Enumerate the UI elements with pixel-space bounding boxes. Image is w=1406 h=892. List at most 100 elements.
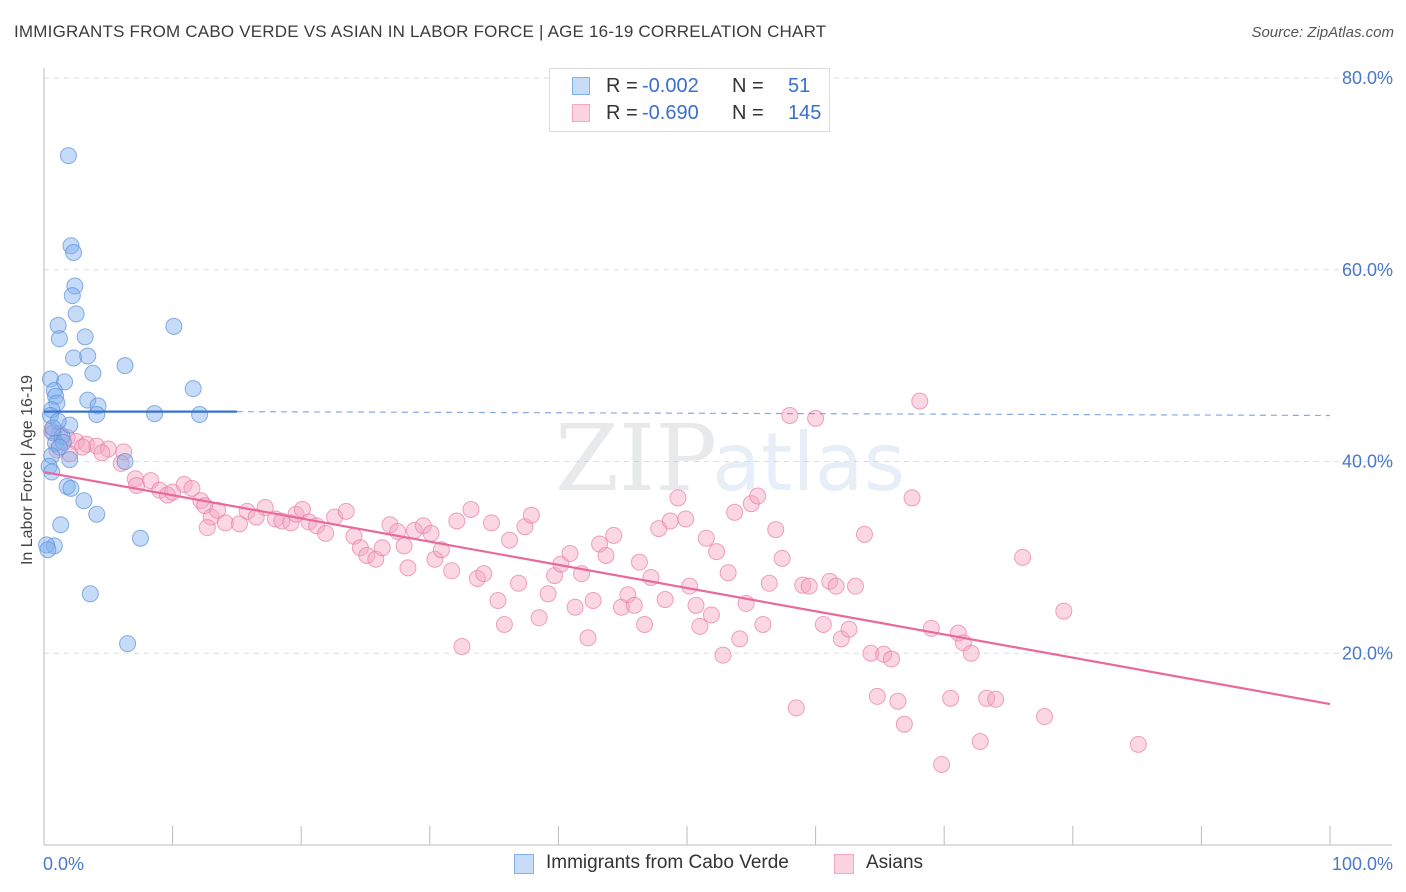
chart-source: Source: ZipAtlas.com (1251, 24, 1394, 41)
data-point-asians (597, 546, 615, 564)
data-point-asians (358, 546, 376, 564)
y-tick-label: 80.0% (1342, 68, 1393, 88)
data-point-asians (566, 598, 584, 616)
data-point-asians (495, 615, 513, 633)
data-point-asians (781, 406, 799, 424)
data-point-cabo-verde (79, 347, 97, 365)
data-point-cabo-verde (116, 453, 134, 470)
data-point-asians (443, 562, 461, 580)
data-point-asians (453, 638, 471, 656)
data-point-asians (942, 689, 960, 707)
data-point-cabo-verde (88, 505, 106, 523)
legend-r-value: -0.690 (642, 102, 699, 124)
data-point-asians (584, 592, 602, 610)
data-point-asians (846, 577, 864, 595)
data-point-asians (625, 596, 643, 614)
data-point-cabo-verde (52, 516, 70, 534)
data-point-asians (794, 576, 812, 594)
data-point-cabo-verde (44, 419, 62, 437)
data-point-asians (483, 514, 501, 532)
data-point-cabo-verde (45, 382, 63, 400)
trend-lines (43, 410, 1331, 706)
data-point-cabo-verde (59, 147, 77, 165)
data-point-cabo-verde (84, 364, 102, 382)
data-point-cabo-verde (65, 243, 83, 261)
data-point-asians (708, 543, 726, 561)
data-point-asians (814, 615, 832, 633)
data-point-cabo-verde (66, 277, 84, 295)
data-point-asians (862, 644, 880, 662)
data-point-asians (669, 489, 687, 507)
data-point-cabo-verde (119, 635, 137, 653)
data-point-asians (1014, 548, 1032, 566)
data-point-asians (840, 620, 858, 638)
series-legend: Immigrants from Cabo Verde Asians (0, 852, 1406, 878)
data-point-asians (691, 617, 709, 635)
data-point-asians (889, 692, 907, 710)
data-point-asians (760, 574, 778, 592)
data-point-asians (1036, 708, 1054, 726)
legend-swatch-asians (572, 104, 590, 122)
data-point-cabo-verde (191, 406, 209, 424)
data-point-asians (702, 606, 720, 624)
watermark-zip: ZIP (555, 405, 717, 512)
data-point-asians (697, 529, 715, 547)
data-point-cabo-verde (43, 463, 61, 481)
data-point-asians (787, 699, 805, 717)
trend-line-asians (43, 470, 1331, 706)
data-point-asians (128, 476, 146, 494)
data-point-asians (282, 514, 300, 532)
y-tick-label: 60.0% (1342, 260, 1393, 280)
data-point-asians (230, 515, 248, 533)
data-point-asians (1129, 735, 1147, 753)
data-point-asians (530, 609, 548, 627)
series-legend-label: Immigrants from Cabo Verde (546, 852, 789, 873)
data-point-asians (510, 574, 528, 592)
data-point-asians (749, 487, 767, 505)
legend-n-label: N = (732, 75, 764, 97)
data-point-asians (489, 592, 507, 610)
y-tick-label: 40.0% (1342, 452, 1393, 472)
data-point-asians (773, 549, 791, 567)
legend-n-label: N = (732, 102, 764, 124)
data-point-cabo-verde (116, 357, 134, 375)
data-point-asians (337, 502, 355, 520)
data-point-cabo-verde (50, 330, 68, 348)
data-point-asians (399, 559, 417, 577)
series-cabo-verde (38, 147, 209, 653)
data-point-asians (677, 510, 695, 528)
data-point-asians (855, 525, 873, 543)
data-point-cabo-verde (49, 316, 67, 334)
data-point-asians (933, 755, 951, 773)
data-point-asians (636, 615, 654, 633)
chart-title: IMMIGRANTS FROM CABO VERDE VS ASIAN IN L… (14, 22, 827, 41)
data-point-cabo-verde (39, 541, 57, 559)
data-point-asians (422, 524, 440, 542)
data-point-asians (661, 512, 679, 530)
data-point-cabo-verde (47, 387, 65, 405)
data-point-asians (978, 689, 996, 707)
data-point-cabo-verde (76, 328, 94, 346)
data-point-asians (827, 577, 845, 595)
data-point-asians (198, 519, 216, 537)
data-point-cabo-verde (62, 237, 80, 255)
data-point-asians (754, 615, 772, 633)
data-point-asians (971, 732, 989, 750)
data-point-asians (903, 489, 921, 507)
data-point-asians (895, 715, 913, 733)
series-legend-label: Asians (866, 852, 924, 873)
data-point-asians (561, 545, 579, 563)
legend-swatch-cabo-verde (572, 77, 590, 95)
x-tick-label: 100.0% (1332, 854, 1393, 874)
data-point-cabo-verde (62, 479, 80, 497)
data-point-asians (74, 438, 92, 456)
data-point-asians (579, 629, 597, 647)
series-asians (43, 392, 1147, 773)
data-point-asians (882, 650, 900, 668)
series-legend-swatch-asians (834, 854, 854, 874)
data-point-cabo-verde (81, 585, 99, 603)
data-point-asians (93, 444, 111, 462)
data-point-cabo-verde (65, 349, 83, 367)
data-point-asians (426, 550, 444, 568)
